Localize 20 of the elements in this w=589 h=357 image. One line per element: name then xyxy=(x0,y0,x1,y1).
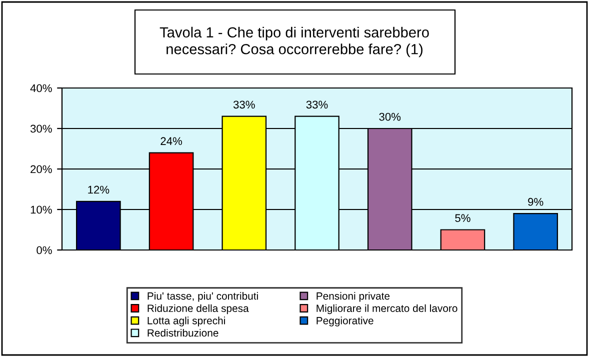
legend-label: Migliorare il mercato del lavoro xyxy=(316,304,458,314)
y-tick-label: 30% xyxy=(30,124,52,133)
data-label: 12% xyxy=(88,186,110,194)
data-label: 5% xyxy=(455,214,470,222)
y-tick-label: 20% xyxy=(30,165,52,174)
data-label: 30% xyxy=(379,112,401,121)
data-label: 24% xyxy=(160,137,182,146)
data-label: 33% xyxy=(233,100,255,109)
legend-label: Redistribuzione xyxy=(148,328,218,337)
legend-label: Peggiorative xyxy=(316,316,374,326)
data-label: 33% xyxy=(306,100,328,109)
y-tick-label: 40% xyxy=(30,84,52,92)
legend-label: Piu' tasse, piu' contributi xyxy=(148,292,258,302)
chart-title: Tavola 1 - Che tipo di interventi sarebbero necessari? Cosa occorrerebbe fare? (1) xyxy=(160,26,429,58)
data-label: 9% xyxy=(528,198,544,206)
legend-label: Riduzione della spesa xyxy=(148,304,249,314)
legend-label: Lotta agli sprechi xyxy=(148,316,225,326)
y-tick-label: 10% xyxy=(30,206,52,214)
y-tick-label: 0% xyxy=(36,246,52,254)
legend-label: Pensioni private xyxy=(316,292,390,302)
